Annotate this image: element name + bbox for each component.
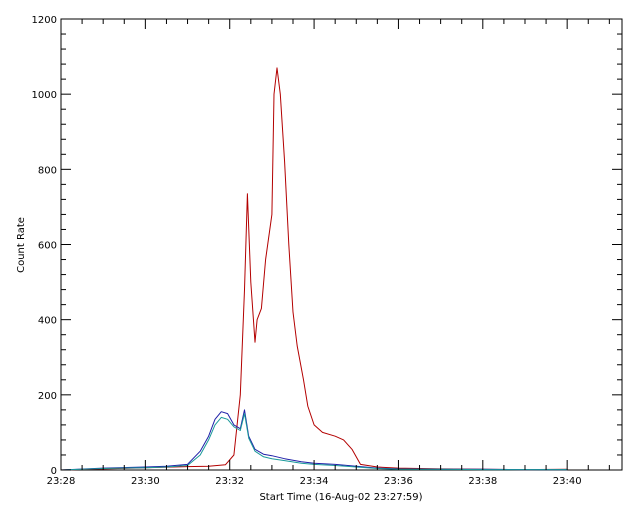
series-layer: [60, 67, 568, 471]
y-tick-label: 200: [38, 391, 57, 402]
plot-frame: [60, 18, 623, 471]
ticks-layer: 0 200 400 600 800 1000 1200 23:28 23:30 23:32 23:3…: [32, 15, 622, 487]
series-line-1: [60, 67, 568, 471]
y-axis-label: Count Rate: [16, 217, 27, 273]
x-tick-label: 23:40: [553, 476, 582, 487]
x-tick-label: 23:28: [47, 476, 76, 487]
y-tick-label: 600: [38, 241, 57, 252]
series-line-3: [60, 413, 568, 471]
y-tick-label: 400: [38, 316, 57, 327]
x-tick-label: 23:30: [131, 476, 160, 487]
x-tick-label: 23:32: [215, 476, 244, 487]
x-axis-label: Start Time (16-Aug-02 23:27:59): [259, 492, 422, 503]
x-tick-label: 23:34: [300, 476, 329, 487]
y-tick-label: 0: [51, 466, 57, 477]
y-tick-label: 1200: [32, 15, 57, 26]
x-tick-label: 23:38: [468, 476, 497, 487]
y-tick-label: 1000: [32, 90, 57, 101]
y-tick-label: 800: [38, 165, 57, 176]
x-tick-label: 23:36: [384, 476, 413, 487]
